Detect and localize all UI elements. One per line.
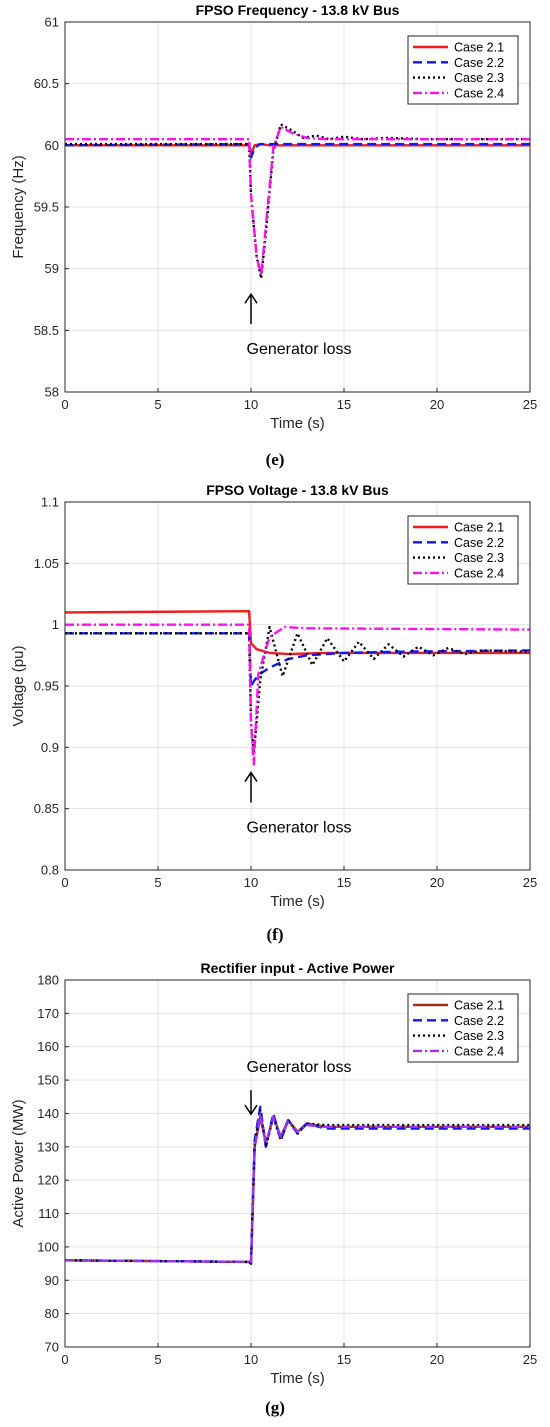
series-line-case-4 xyxy=(65,125,530,276)
y-tick-label: 60 xyxy=(45,138,59,153)
x-tick-label: 5 xyxy=(154,875,161,890)
x-axis-label: Time (s) xyxy=(270,415,324,432)
x-tick-label: 0 xyxy=(61,397,68,412)
y-axis-label: Frequency (Hz) xyxy=(10,155,27,258)
x-tick-label: 25 xyxy=(523,397,537,412)
legend-entry: Case 2.4 xyxy=(454,566,504,580)
series-line-case-3 xyxy=(65,1108,530,1265)
legend-entry: Case 2.1 xyxy=(454,41,504,55)
legend-entry: Case 2.4 xyxy=(454,86,504,100)
chart-panel-2: 0 5 10 15 20 25 0.8 0.85 0.9 0.95 1 1.05 1.1 FPSO Vol… xyxy=(10,482,537,944)
y-tick-label: 0.85 xyxy=(34,801,59,816)
annotation: Generator loss xyxy=(244,771,352,837)
annotation-text: Generator loss xyxy=(247,341,352,358)
annotation: Generator loss xyxy=(244,1059,352,1116)
x-tick-label: 20 xyxy=(430,1352,444,1367)
y-tick-label: 170 xyxy=(37,1006,59,1021)
legend-entry: Case 2.3 xyxy=(454,71,504,85)
annotation-arrowhead xyxy=(244,1104,258,1116)
series-line-case-4 xyxy=(65,623,530,766)
series-line-case-4 xyxy=(65,1112,530,1265)
annotation-text: Generator loss xyxy=(247,820,352,837)
y-tick-label: 150 xyxy=(37,1073,59,1088)
legend-entry: Case 2.4 xyxy=(454,1044,504,1058)
y-tick-label: 90 xyxy=(45,1273,59,1288)
y-tick-label: 60.5 xyxy=(34,76,59,91)
x-tick-label: 10 xyxy=(244,1352,258,1367)
x-axis-label: Time (s) xyxy=(270,893,324,910)
chart-title: FPSO Frequency - 13.8 kV Bus xyxy=(196,2,400,18)
y-tick-label: 1 xyxy=(52,617,59,632)
legend-entry: Case 2.3 xyxy=(454,1029,504,1043)
y-tick-label: 61 xyxy=(45,15,59,30)
axes-frame xyxy=(64,21,531,393)
x-tick-label: 0 xyxy=(61,875,68,890)
chart-title: FPSO Voltage - 13.8 kV Bus xyxy=(206,482,389,498)
panel-label: (f) xyxy=(267,925,284,944)
annotation: Generator loss xyxy=(244,292,352,358)
y-tick-label: 59 xyxy=(45,261,59,276)
y-tick-label: 140 xyxy=(37,1106,59,1121)
x-tick-label: 25 xyxy=(523,1352,537,1367)
y-tick-label: 59.5 xyxy=(34,200,59,215)
y-tick-label: 100 xyxy=(37,1239,59,1254)
y-tick-label: 110 xyxy=(38,1206,59,1221)
x-tick-label: 20 xyxy=(430,875,444,890)
x-tick-label: 20 xyxy=(430,397,444,412)
y-tick-label: 120 xyxy=(37,1173,59,1188)
chart-panel-3: 0 5 10 15 20 25 70 80 90 100 110 120 130 140 150 160 170… xyxy=(10,960,537,1417)
x-axis-label: Time (s) xyxy=(270,1370,324,1387)
panel-label: (g) xyxy=(265,1398,285,1417)
x-tick-label: 10 xyxy=(244,397,258,412)
y-tick-label: 0.8 xyxy=(41,863,59,878)
legend-entry: Case 2.2 xyxy=(454,1014,504,1028)
x-tick-label: 15 xyxy=(337,397,351,412)
x-tick-label: 5 xyxy=(154,397,161,412)
legend-entry: Case 2.2 xyxy=(454,56,504,70)
x-tick-label: 15 xyxy=(337,1352,351,1367)
y-tick-label: 1.05 xyxy=(34,556,59,571)
y-tick-label: 70 xyxy=(45,1340,59,1355)
annotation-text: Generator loss xyxy=(247,1059,352,1076)
y-tick-label: 0.9 xyxy=(41,740,59,755)
y-tick-label: 58.5 xyxy=(34,323,59,338)
chart-title: Rectifier input - Active Power xyxy=(201,960,396,976)
annotation-arrowhead xyxy=(244,292,258,304)
y-tick-label: 130 xyxy=(37,1139,59,1154)
series-line-case-3 xyxy=(65,625,530,755)
legend-entry: Case 2.2 xyxy=(454,536,504,550)
y-tick-label: 160 xyxy=(37,1039,59,1054)
y-axis-label: Active Power (MW) xyxy=(10,1099,27,1227)
y-tick-label: 1.1 xyxy=(41,495,59,510)
y-tick-label: 80 xyxy=(45,1306,59,1321)
legend-entry: Case 2.1 xyxy=(454,999,504,1013)
y-tick-label: 180 xyxy=(37,973,59,988)
legend-entry: Case 2.1 xyxy=(454,521,504,535)
axes-frame xyxy=(64,979,531,1348)
y-tick-label: 0.95 xyxy=(34,679,59,694)
chart-panel-1: 0 5 10 15 20 25 58 58.5 59 59.5 60 60.5 61 FPSO Frequ… xyxy=(10,2,537,469)
series-line-case-1 xyxy=(65,610,530,656)
x-tick-label: 25 xyxy=(523,875,537,890)
x-tick-label: 5 xyxy=(154,1352,161,1367)
series-line-case-2 xyxy=(65,632,530,688)
panel-label: (e) xyxy=(266,450,285,469)
x-tick-label: 10 xyxy=(244,875,258,890)
x-tick-label: 0 xyxy=(61,1352,68,1367)
y-tick-label: 58 xyxy=(45,385,59,400)
annotation-arrowhead xyxy=(244,771,258,782)
axes-frame xyxy=(64,501,531,871)
x-tick-label: 15 xyxy=(337,875,351,890)
legend-entry: Case 2.3 xyxy=(454,551,504,565)
y-axis-label: Voltage (pu) xyxy=(10,646,27,727)
